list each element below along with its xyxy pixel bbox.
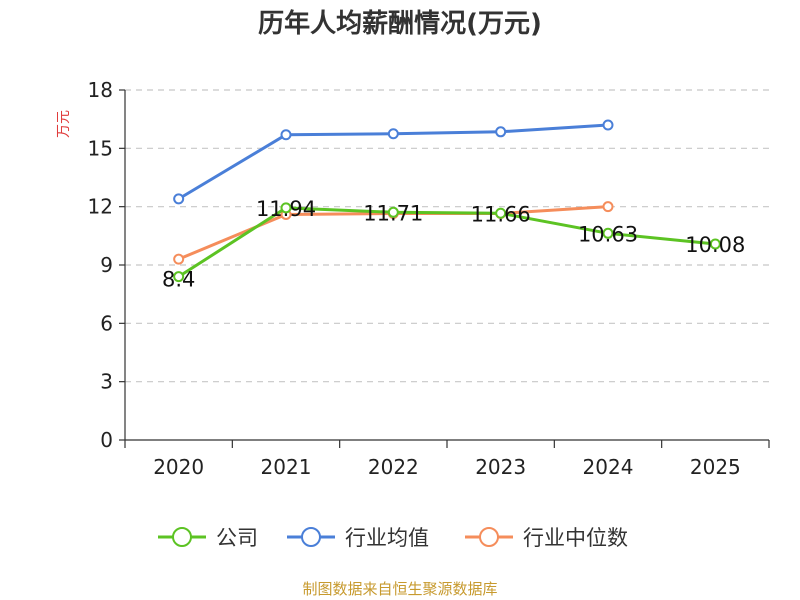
data-point	[602, 119, 614, 131]
axes: 0 3 6 9 12 15 18 2020 2021 2022 2023 2024 2025	[88, 78, 770, 479]
x-tick-label: 2024	[583, 455, 634, 479]
data-labels: 8.4 11.94 11.71 11.66 10.63 10.08	[162, 197, 745, 292]
y-tick-label: 18	[88, 78, 113, 102]
data-point	[602, 201, 614, 213]
data-label: 10.08	[685, 233, 745, 257]
legend-swatch-marker	[301, 527, 321, 547]
legend-label: 行业均值	[345, 526, 429, 550]
x-tick-label: 2022	[368, 455, 419, 479]
y-tick-label: 3	[100, 370, 113, 394]
data-point	[173, 193, 185, 205]
x-tick-label: 2021	[261, 455, 312, 479]
y-tick-label: 9	[100, 253, 113, 277]
legend-item-0[interactable]: 公司	[158, 526, 258, 550]
data-label: 8.4	[162, 268, 195, 292]
data-label: 11.66	[471, 202, 531, 226]
y-tick-label: 6	[100, 311, 113, 335]
data-point	[495, 207, 507, 219]
legend[interactable]: 公司 行业均值 行业中位数	[158, 526, 628, 550]
data-point	[280, 129, 292, 141]
data-point	[280, 202, 292, 214]
legend-swatch-marker	[479, 527, 499, 547]
legend-swatch-marker	[172, 527, 192, 547]
y-tick-label: 12	[88, 195, 113, 219]
data-point	[173, 253, 185, 265]
source-note: 制图数据来自恒生聚源数据库	[302, 580, 497, 598]
data-point	[173, 271, 185, 283]
x-tick-label: 2025	[690, 455, 741, 479]
series-line-0	[177, 206, 716, 278]
x-tick-label: 2020	[153, 455, 204, 479]
y-tick-label: 0	[100, 428, 113, 452]
y-axis-label: 万元	[56, 110, 72, 138]
data-label: 11.94	[256, 197, 316, 221]
legend-label: 行业中位数	[523, 526, 628, 550]
legend-label: 公司	[216, 526, 258, 550]
data-point	[602, 227, 614, 239]
data-label: 10.63	[578, 222, 638, 246]
legend-item-1[interactable]: 行业均值	[287, 526, 429, 550]
chart-title: 历年人均薪酬情况(万元)	[258, 8, 542, 39]
data-point	[387, 128, 399, 140]
x-tick-label: 2023	[475, 455, 526, 479]
data-point	[709, 238, 721, 250]
series-group	[173, 119, 721, 283]
grid	[125, 89, 769, 383]
legend-item-2[interactable]: 行业中位数	[465, 526, 628, 550]
data-point	[495, 126, 507, 138]
y-tick-label: 15	[88, 136, 113, 160]
data-label: 11.71	[363, 201, 423, 225]
data-point	[387, 206, 399, 218]
